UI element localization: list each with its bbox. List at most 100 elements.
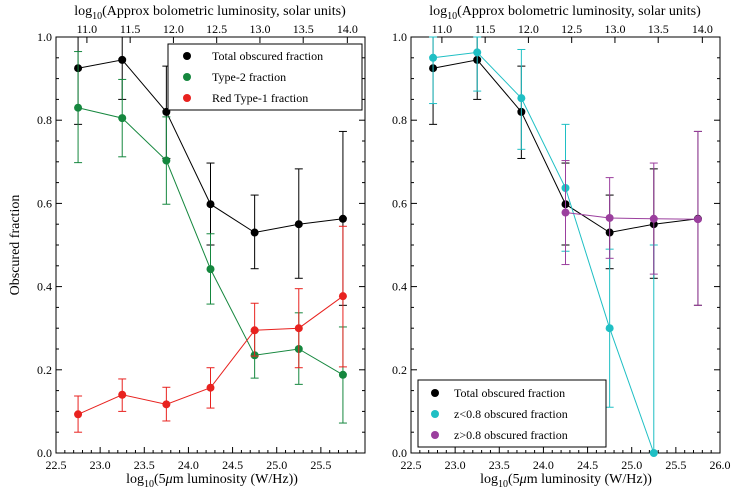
x-tick-label: 24.5: [222, 458, 243, 472]
y-axis-label: Obscured fraction: [8, 195, 23, 296]
data-point: [294, 324, 303, 333]
legend-label-zhigh: z>0.8 obscured fraction: [454, 428, 568, 442]
y-tick-label: 0.0: [37, 446, 52, 460]
x-tick-label: 23.0: [445, 458, 466, 472]
data-point: [561, 208, 570, 217]
series-2: [74, 225, 347, 433]
data-point: [250, 228, 259, 237]
y-tick-label: 0.8: [37, 113, 52, 127]
x-tick-label: 23.5: [134, 458, 155, 472]
x-tick-label: 24.0: [178, 458, 199, 472]
legend-box: [167, 43, 363, 111]
legend-marker-total: [183, 52, 191, 60]
tick-labels: 11.0 11.5 12.0 12.5 13.0 13.5 14.0 22.5 23.0 23.5…: [392, 22, 731, 472]
data-point: [429, 53, 438, 62]
y-tick-label: 1.0: [392, 30, 407, 44]
y-tick-label: 0.6: [37, 196, 52, 210]
data-point: [693, 215, 702, 224]
data-point: [206, 383, 215, 392]
tick-marks: [410, 36, 721, 454]
legend-label-zlow: z<0.8 obscured fraction: [454, 407, 568, 421]
top-axis-label: log10(Approx bolometric luminosity, sola…: [74, 4, 346, 22]
x-tick-label: 23.0: [90, 458, 111, 472]
y-tick-label: 1.0: [37, 30, 52, 44]
series-line: [433, 51, 655, 454]
data-point: [517, 94, 526, 103]
top-tick-label: 12.0: [518, 22, 539, 36]
right-panel: 11.0 11.5 12.0 12.5 13.0 13.5 14.0 22.5 23.0 23.5…: [392, 4, 731, 487]
top-tick-label: 12.5: [561, 22, 582, 36]
top-tick-label: 14.0: [692, 22, 713, 36]
legend-marker-type2: [183, 73, 191, 81]
data-point: [473, 48, 482, 57]
top-tick-label: 13.5: [648, 22, 669, 36]
data-point: [338, 292, 347, 301]
data-point: [605, 324, 614, 333]
data-point: [338, 370, 347, 379]
data-point: [162, 156, 171, 165]
data-point: [250, 326, 259, 335]
data-point: [649, 449, 658, 457]
legend-label-total: Total obscured fraction: [212, 49, 323, 63]
top-tick-label: 14.0: [337, 22, 358, 36]
x-tick-label: 24.5: [577, 458, 598, 472]
bottom-axis-label: log10(5μm luminosity (W/Hz)): [480, 472, 652, 487]
data-point: [605, 213, 614, 222]
top-tick-label: 11.0: [77, 22, 98, 36]
data-marks: [74, 36, 347, 433]
data-point: [74, 410, 83, 419]
top-tick-label: 11.0: [432, 22, 453, 36]
top-tick-label: 11.5: [475, 22, 496, 36]
x-tick-label: 26.0: [710, 458, 731, 472]
x-tick-label: 25.5: [310, 458, 331, 472]
legend: Total obscured fraction Type-2 fraction …: [167, 43, 363, 111]
x-tick-label: 22.5: [401, 458, 422, 472]
y-tick-label: 0.4: [392, 280, 407, 294]
y-tick-label: 0.2: [37, 363, 52, 377]
tick-marks: [55, 36, 366, 454]
series-line: [565, 212, 698, 220]
top-tick-label: 13.0: [604, 22, 625, 36]
data-point: [338, 214, 347, 223]
y-tick-label: 0.6: [392, 196, 407, 210]
x-tick-label: 25.0: [266, 458, 287, 472]
data-point: [118, 114, 127, 123]
series-2: [561, 130, 702, 306]
tick-labels: 11.0 11.5 12.0 12.5 13.0 13.5 14.0 22.5 23.0 23.5…: [37, 22, 358, 472]
data-point: [294, 220, 303, 229]
top-tick-label: 13.0: [249, 22, 270, 36]
data-point: [206, 265, 215, 274]
top-tick-label: 12.5: [206, 22, 227, 36]
x-tick-label: 25.0: [621, 458, 642, 472]
y-tick-label: 0.0: [392, 446, 407, 460]
top-tick-label: 12.0: [163, 22, 184, 36]
legend-label-type2: Type-2 fraction: [212, 70, 286, 84]
data-point: [162, 400, 171, 409]
y-tick-label: 0.4: [37, 280, 52, 294]
data-point: [118, 390, 127, 399]
legend-marker-zhigh: [431, 431, 439, 439]
data-point: [649, 214, 658, 223]
bottom-axis-label: log10(5μm luminosity (W/Hz)): [126, 472, 298, 487]
x-tick-label: 24.0: [533, 458, 554, 472]
left-panel: 11.0 11.5 12.0 12.5 13.0 13.5 14.0 22.5 23.0 23.5…: [8, 4, 366, 487]
x-tick-label: 23.5: [489, 458, 510, 472]
legend-box: [417, 379, 607, 448]
legend: Total obscured fraction z<0.8 obscured f…: [417, 379, 607, 448]
top-axis-label: log10(Approx bolometric luminosity, sola…: [429, 4, 701, 22]
x-tick-label: 22.5: [46, 458, 67, 472]
data-marks: [429, 36, 702, 457]
legend-marker-zlow: [431, 410, 439, 418]
y-tick-label: 0.2: [392, 363, 407, 377]
legend-label-red-type1: Red Type-1 fraction: [212, 91, 308, 105]
y-tick-label: 0.8: [392, 113, 407, 127]
x-tick-label: 25.5: [665, 458, 686, 472]
data-point: [118, 55, 127, 64]
data-point: [74, 103, 83, 112]
top-tick-label: 11.5: [120, 22, 141, 36]
top-tick-label: 13.5: [293, 22, 314, 36]
legend-marker-red-type1: [183, 94, 191, 102]
legend-marker-total: [431, 389, 439, 397]
data-point: [206, 200, 215, 209]
